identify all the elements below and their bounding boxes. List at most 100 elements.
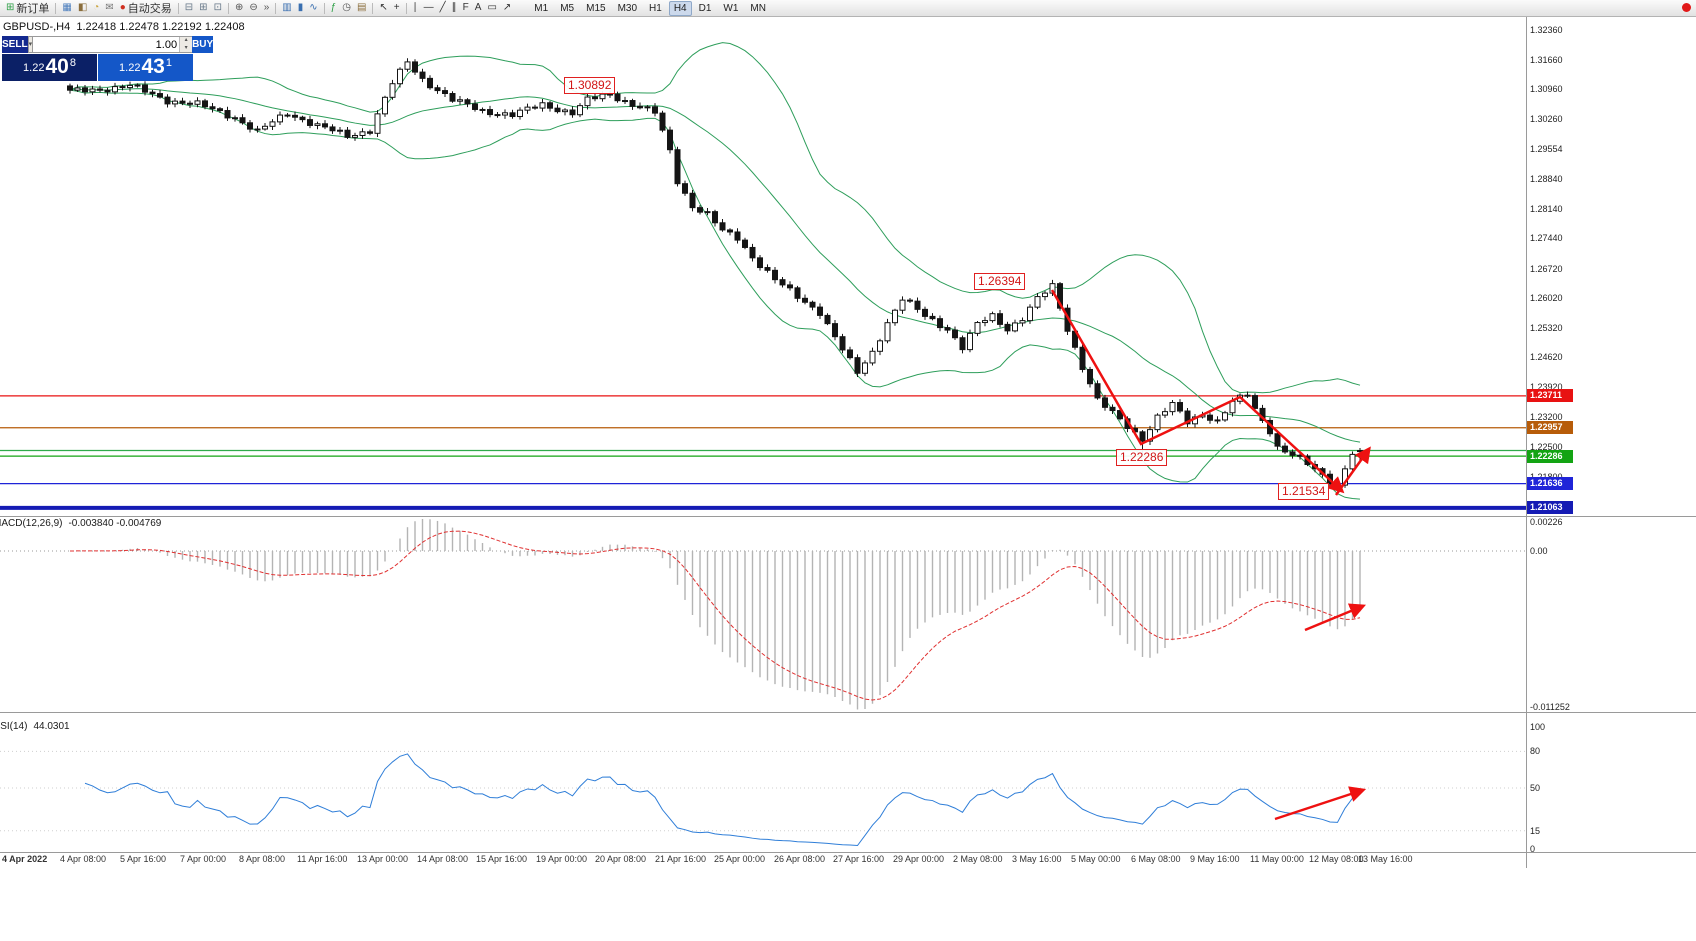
text-button[interactable]: A (472, 1, 485, 16)
macd-signal-line (69, 530, 1361, 701)
price-axis-label: 1.24620 (1530, 352, 1563, 363)
timeframe-m15-button[interactable]: M15 (586, 2, 606, 14)
price-axis-label: 1.23200 (1530, 412, 1563, 423)
timeframe-m5-button[interactable]: M5 (560, 2, 575, 14)
arrow-objects-icon: ↗ (502, 2, 512, 13)
trend-arrow[interactable] (1334, 446, 1371, 496)
time-axis-label: 15 Apr 16:00 (476, 854, 528, 864)
bollinger-band-line[interactable] (69, 89, 1361, 500)
macd-axis-label: 0.00226 (1530, 517, 1563, 527)
autotrade-button[interactable]: ● 自动交易 (117, 1, 175, 16)
timeframe-mn-button[interactable]: MN (750, 2, 766, 14)
time-axis-label: 14 Apr 08:00 (417, 854, 469, 864)
trend-arrow[interactable] (1304, 603, 1367, 632)
tile-horizontal-button[interactable]: ⊞ (196, 1, 210, 16)
price-axis-label: 1.29554 (1530, 143, 1563, 154)
line-chart-button[interactable]: ∿ (306, 1, 320, 16)
spin-down-icon[interactable]: ▾ (180, 44, 193, 52)
main-chart-panel[interactable] (0, 42, 1526, 510)
new-order-button[interactable]: ⊞ 新订单 (3, 1, 52, 16)
price-axis-label: 1.26020 (1530, 293, 1563, 304)
buy-price-display[interactable]: 1.22 43 1 (98, 54, 193, 81)
trend-arrow[interactable] (1274, 786, 1367, 821)
zoom-out-button[interactable]: ⊖ (246, 1, 260, 16)
horizontal-line-button[interactable]: ― (421, 1, 437, 16)
time-axis-label: 26 Apr 08:00 (774, 854, 826, 864)
profiles-button[interactable]: ◧ (75, 1, 90, 16)
trend-zigzag-line[interactable] (1050, 289, 1345, 494)
toolbar-separator (177, 2, 179, 14)
timeframe-m1-button[interactable]: M1 (534, 2, 549, 14)
sell-button[interactable]: SELL (2, 36, 28, 53)
alerts-button[interactable]: ◔ (90, 1, 102, 16)
toolbar-separator (227, 2, 229, 14)
price-axis-label: 1.30260 (1530, 113, 1563, 124)
price-axis-label: 1.23920 (1530, 382, 1563, 393)
macd-axis-label: -0.011252 (1530, 702, 1570, 712)
chart-shift-button[interactable]: » (261, 1, 273, 16)
fibonacci-icon: F (462, 2, 469, 13)
sell-dropdown-button[interactable]: ▾ (27, 36, 34, 53)
crosshair-button[interactable]: + (391, 1, 403, 16)
rsi-value: 44.0301 (33, 721, 70, 732)
label-button[interactable]: ▭ (484, 1, 499, 16)
spin-up-icon[interactable]: ▴ (180, 37, 193, 45)
bar-chart-button[interactable]: ▥ (279, 1, 294, 16)
cursor-button[interactable]: ↖ (376, 1, 390, 16)
macd-panel[interactable] (0, 519, 1526, 710)
macd-values: -0.003840 -0.004769 (68, 518, 162, 529)
channel-button[interactable]: ∥ (449, 1, 460, 16)
bollinger-band-line[interactable] (69, 88, 1361, 443)
candlestick-chart-button[interactable]: ▮ (295, 1, 307, 16)
buy-button[interactable]: BUY (192, 36, 214, 53)
toolbar-separator (55, 2, 57, 14)
channel-icon: ∥ (451, 2, 457, 13)
volume-spinner: ▴ ▾ (179, 37, 193, 52)
zoom-in-button[interactable]: ⊕ (232, 1, 246, 16)
tile-vertical-icon: ⊡ (213, 2, 222, 13)
candlestick-chart-icon: ▮ (297, 2, 304, 13)
price-level-tag[interactable]: 1.23711 (1527, 389, 1573, 403)
timeframe-w1-button[interactable]: W1 (723, 2, 739, 14)
time-axis-label: 5 May 00:00 (1071, 854, 1121, 864)
sell-price-display[interactable]: 1.22 40 8 (2, 54, 97, 81)
price-level-tag[interactable]: 1.21636 (1527, 477, 1573, 491)
price-level-tag[interactable]: 1.22286 (1527, 449, 1573, 463)
rsi-panel[interactable] (0, 750, 1526, 847)
price-axis-label: 1.28840 (1530, 173, 1563, 184)
bollinger-band-line[interactable] (69, 42, 1361, 394)
timeframe-h1-button[interactable]: H1 (649, 2, 662, 14)
toolbar-separator (323, 2, 325, 14)
tile-vertical-button[interactable]: ⊡ (211, 1, 225, 16)
time-axis-label: 6 May 08:00 (1131, 854, 1181, 864)
buy-price-main: 43 (141, 55, 165, 78)
mailbox-button[interactable]: ✉ (102, 1, 116, 16)
fibonacci-button[interactable]: F (460, 1, 472, 16)
trendline-button[interactable]: ╱ (437, 1, 449, 16)
timeframe-h4-button[interactable]: H4 (668, 0, 692, 16)
text-icon: A (474, 2, 482, 13)
price-level-tag[interactable]: 1.21063 (1527, 501, 1573, 515)
cascade-windows-button[interactable]: ⊟ (182, 1, 196, 16)
indicators-button[interactable]: ƒ (328, 1, 340, 16)
cascade-windows-icon: ⊟ (184, 2, 194, 13)
price-callout: 1.30892 (564, 77, 616, 94)
chart-symbol: GBPUSD-,H4 (3, 21, 71, 33)
sell-price-main: 40 (45, 55, 69, 78)
time-axis-label: 5 Apr 16:00 (120, 854, 167, 864)
time-axis-label: 12 May 08:00 (1309, 854, 1364, 864)
periods-button[interactable]: ◷ (339, 1, 354, 16)
volume-input[interactable] (33, 37, 180, 52)
vertical-line-button[interactable]: ∣ (410, 1, 421, 16)
time-axis-label: 2 May 08:00 (953, 854, 1003, 864)
record-indicator-icon[interactable] (1682, 3, 1691, 12)
price-level-tag[interactable]: 1.22957 (1527, 421, 1573, 435)
templates-button[interactable]: ▤ (354, 1, 369, 16)
vertical-line-icon: ∣ (412, 2, 418, 13)
charts-grid-button[interactable]: ▦ (59, 1, 74, 16)
timeframe-m30-button[interactable]: M30 (617, 2, 638, 14)
arrows-button[interactable]: ↗ (500, 1, 514, 16)
timeframe-d1-button[interactable]: D1 (698, 2, 712, 14)
time-axis-label: 4 Apr 08:00 (60, 854, 107, 864)
